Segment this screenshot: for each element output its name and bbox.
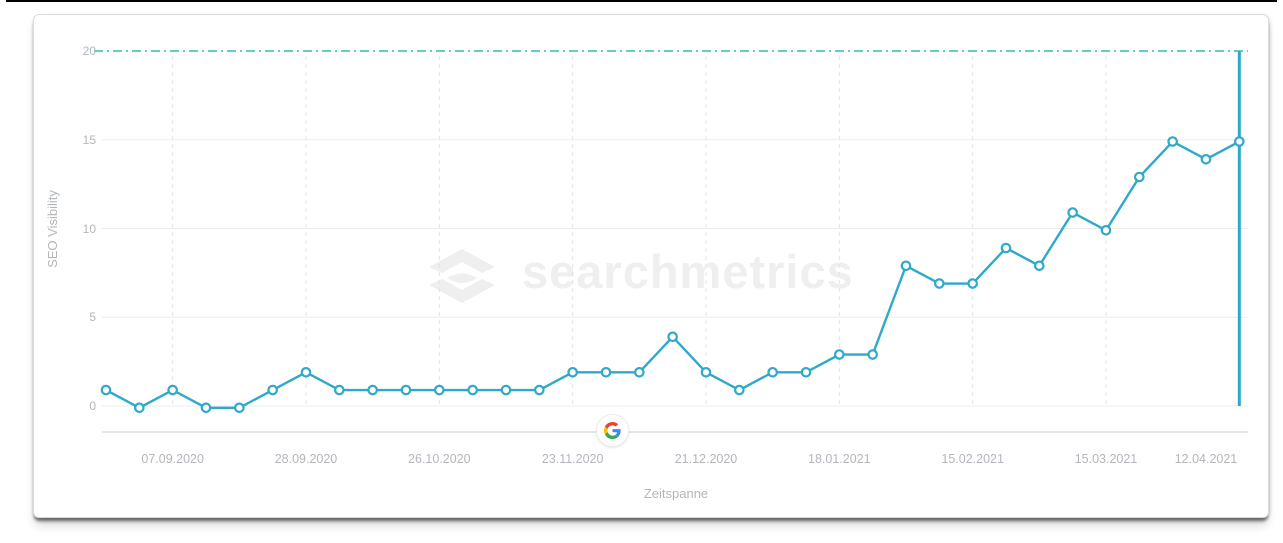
data-point-marker[interactable]: [1167, 136, 1178, 147]
searchmetrics-watermark: searchmetrics: [424, 237, 854, 307]
data-point-marker[interactable]: [467, 384, 478, 396]
data-point-marker[interactable]: [234, 402, 245, 414]
data-point-marker[interactable]: [200, 402, 212, 414]
data-point-marker[interactable]: [434, 384, 445, 396]
x-axis-tick-label: 23.11.2020: [541, 452, 604, 466]
x-axis-tick-label: 21.12.2020: [674, 452, 738, 466]
data-point-marker[interactable]: [767, 366, 778, 378]
seo-visibility-line[interactable]: [104, 140, 1241, 409]
x-axis-tick-label: 28.09.2020: [274, 452, 338, 466]
data-point-marker[interactable]: [800, 366, 812, 378]
data-point-marker[interactable]: [1234, 136, 1245, 147]
data-point-marker[interactable]: [400, 384, 412, 396]
y-axis-tick-label: 20: [82, 44, 96, 58]
y-axis-tick-label: 10: [82, 221, 96, 236]
data-point-marker[interactable]: [600, 366, 612, 378]
data-point-marker[interactable]: [667, 331, 678, 343]
data-point-marker[interactable]: [934, 278, 945, 289]
data-point-marker[interactable]: [900, 260, 912, 272]
data-point-marker[interactable]: [1200, 153, 1212, 165]
x-axis-tick-label: 12.04.2021: [1174, 452, 1238, 466]
data-point-marker[interactable]: [167, 384, 178, 396]
google-update-annotation[interactable]: [597, 415, 628, 446]
data-point-marker[interactable]: [1034, 260, 1045, 272]
data-point-marker[interactable]: [967, 278, 978, 289]
data-point-marker[interactable]: [634, 366, 645, 378]
data-point-marker[interactable]: [334, 384, 345, 396]
watermark-text: searchmetrics: [522, 245, 854, 298]
data-point-marker[interactable]: [1134, 171, 1145, 183]
data-point-marker[interactable]: [567, 366, 578, 378]
data-point-marker[interactable]: [834, 349, 845, 360]
data-point-marker[interactable]: [134, 402, 145, 414]
data-point-marker[interactable]: [267, 384, 278, 396]
searchmetrics-logo-icon: [429, 249, 495, 303]
data-point-marker[interactable]: [367, 384, 378, 396]
screen-top-border: [6, 0, 1277, 2]
data-point-marker[interactable]: [500, 384, 512, 396]
x-axis-tick-label: 15.02.2021: [941, 452, 1004, 466]
data-point-marker[interactable]: [534, 384, 545, 396]
x-axis-title: Zeitspanne: [643, 486, 709, 501]
data-point-marker[interactable]: [1067, 207, 1078, 218]
seo-visibility-chart-card: searchmetrics SEO Visibility Zeitspanne …: [33, 14, 1269, 518]
y-axis-tick-label: 5: [89, 310, 96, 325]
y-axis-tick-label: 0: [89, 399, 96, 413]
x-axis-tick-label: 18.01.2021: [808, 452, 871, 466]
data-point-marker[interactable]: [734, 384, 745, 396]
data-point-marker[interactable]: [300, 366, 312, 378]
google-g-icon: [604, 422, 621, 439]
data-point-marker[interactable]: [100, 384, 112, 396]
line-chart-plot: [94, 50, 1248, 433]
x-axis-tick-label: 07.09.2020: [141, 452, 204, 466]
x-axis-tick-label: 26.10.2020: [408, 452, 471, 466]
data-point-marker[interactable]: [867, 349, 878, 360]
data-point-marker[interactable]: [1100, 224, 1112, 236]
data-point-marker[interactable]: [1000, 242, 1012, 254]
y-axis-tick-label: 15: [82, 132, 96, 147]
x-axis-tick-label: 15.03.2021: [1074, 452, 1138, 466]
data-point-marker[interactable]: [700, 366, 712, 378]
